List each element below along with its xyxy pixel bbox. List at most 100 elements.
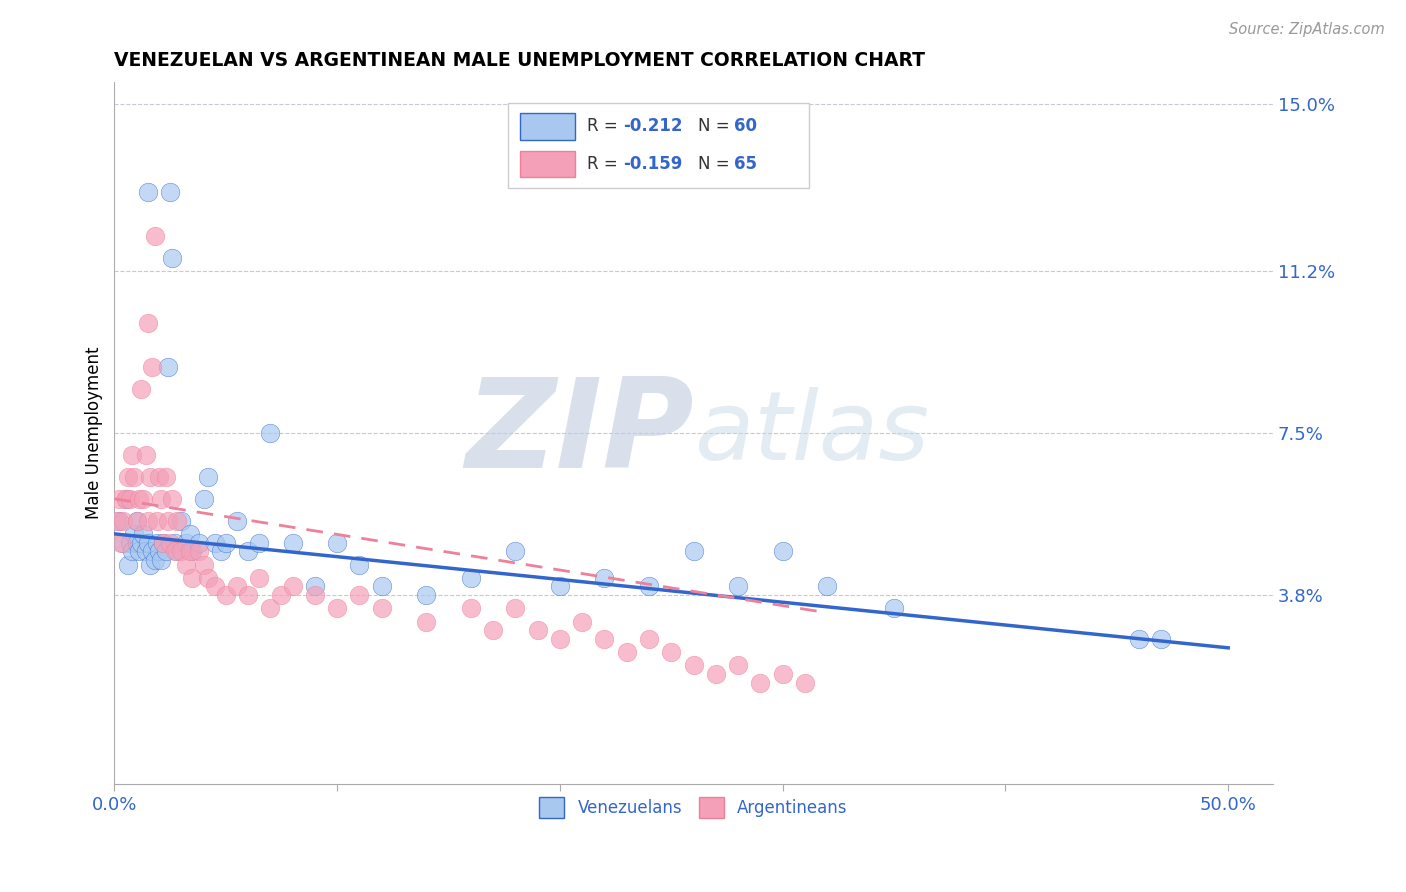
- Point: [128, 544, 150, 558]
- Point: [163, 544, 186, 558]
- Point: [593, 571, 616, 585]
- Point: [281, 579, 304, 593]
- Point: [236, 588, 259, 602]
- Point: [139, 470, 162, 484]
- Point: [112, 535, 135, 549]
- Point: [150, 491, 173, 506]
- Point: [141, 360, 163, 375]
- Point: [659, 645, 682, 659]
- Point: [136, 185, 159, 199]
- Point: [236, 544, 259, 558]
- Point: [772, 667, 794, 681]
- Point: [704, 667, 727, 681]
- Point: [215, 588, 238, 602]
- Point: [415, 588, 437, 602]
- Point: [143, 553, 166, 567]
- Point: [159, 535, 181, 549]
- Point: [141, 544, 163, 558]
- Point: [682, 544, 704, 558]
- Point: [136, 514, 159, 528]
- Point: [121, 448, 143, 462]
- Point: [135, 448, 157, 462]
- Point: [108, 491, 131, 506]
- Point: [114, 491, 136, 506]
- Text: atlas: atlas: [693, 386, 928, 480]
- Point: [571, 615, 593, 629]
- Point: [181, 544, 204, 558]
- Point: [152, 535, 174, 549]
- Point: [415, 615, 437, 629]
- Point: [505, 601, 527, 615]
- Point: [193, 491, 215, 506]
- Point: [326, 535, 349, 549]
- Point: [270, 588, 292, 602]
- Point: [1150, 632, 1173, 646]
- Point: [132, 491, 155, 506]
- Text: ZIP: ZIP: [465, 373, 693, 493]
- Point: [727, 579, 749, 593]
- Point: [125, 514, 148, 528]
- Point: [682, 658, 704, 673]
- Point: [482, 624, 505, 638]
- Point: [370, 601, 392, 615]
- Point: [124, 470, 146, 484]
- Point: [143, 228, 166, 243]
- Point: [215, 535, 238, 549]
- Point: [124, 527, 146, 541]
- Point: [139, 558, 162, 572]
- Point: [174, 535, 197, 549]
- Point: [129, 382, 152, 396]
- Point: [105, 514, 128, 528]
- Point: [145, 535, 167, 549]
- Text: VENEZUELAN VS ARGENTINEAN MALE UNEMPLOYMENT CORRELATION CHART: VENEZUELAN VS ARGENTINEAN MALE UNEMPLOYM…: [114, 51, 925, 70]
- Point: [460, 571, 482, 585]
- Point: [259, 601, 281, 615]
- Point: [197, 571, 219, 585]
- Point: [226, 579, 249, 593]
- Point: [162, 251, 184, 265]
- Point: [304, 579, 326, 593]
- Point: [145, 514, 167, 528]
- Point: [132, 527, 155, 541]
- Point: [117, 558, 139, 572]
- Point: [136, 317, 159, 331]
- Y-axis label: Male Unemployment: Male Unemployment: [86, 347, 103, 519]
- Point: [188, 535, 211, 549]
- Point: [794, 676, 817, 690]
- Point: [162, 491, 184, 506]
- Point: [526, 624, 548, 638]
- Legend: Venezuelans, Argentineans: Venezuelans, Argentineans: [533, 791, 855, 824]
- Point: [136, 535, 159, 549]
- Point: [815, 579, 838, 593]
- Point: [166, 514, 188, 528]
- Point: [181, 571, 204, 585]
- Point: [593, 632, 616, 646]
- Point: [135, 544, 157, 558]
- Point: [197, 470, 219, 484]
- Point: [179, 544, 201, 558]
- Point: [112, 514, 135, 528]
- Point: [121, 544, 143, 558]
- Point: [117, 470, 139, 484]
- Point: [148, 470, 170, 484]
- Point: [170, 514, 193, 528]
- Point: [638, 632, 661, 646]
- Point: [772, 544, 794, 558]
- Point: [616, 645, 638, 659]
- Point: [118, 535, 141, 549]
- Point: [118, 491, 141, 506]
- Point: [179, 527, 201, 541]
- Point: [156, 360, 179, 375]
- Point: [152, 535, 174, 549]
- Point: [247, 535, 270, 549]
- Point: [883, 601, 905, 615]
- Point: [125, 535, 148, 549]
- Point: [226, 514, 249, 528]
- Point: [108, 514, 131, 528]
- Text: Source: ZipAtlas.com: Source: ZipAtlas.com: [1229, 22, 1385, 37]
- Point: [326, 601, 349, 615]
- Point: [281, 535, 304, 549]
- Point: [174, 558, 197, 572]
- Point: [548, 632, 571, 646]
- Point: [156, 514, 179, 528]
